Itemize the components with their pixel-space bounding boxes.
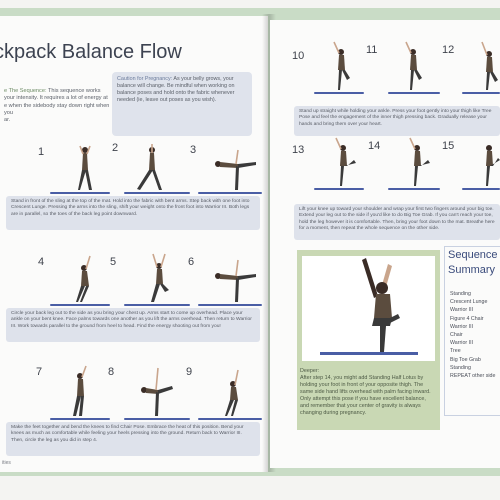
left-page: ckpack Balance Flow e The Sequence: This… (0, 16, 268, 472)
yoga-mat (388, 92, 440, 94)
caution-text: As your belly grows, your balance will c… (117, 76, 235, 103)
list-item: Warrior III (450, 323, 474, 330)
page-footer: ities (2, 460, 11, 466)
intro-line-4: ar. (4, 117, 11, 124)
summary-frame (444, 246, 500, 416)
pose-figure (476, 41, 500, 92)
list-item: Crescent Lunge (450, 299, 488, 306)
step-caption: Stand up straight while holding your ank… (294, 106, 500, 136)
pose-figure (66, 365, 96, 418)
yoga-mat (198, 192, 262, 194)
step-caption: Stand in front of the sling at the top o… (6, 196, 260, 230)
page-title: ckpack Balance Flow (0, 41, 182, 63)
yoga-mat (50, 304, 110, 306)
summary-list: Standing Crescent Lunge Warrior III Figu… (450, 290, 495, 380)
pose-figure (145, 253, 175, 304)
yoga-mat (462, 188, 500, 190)
pose-figure (220, 368, 250, 418)
summary-title: Sequence Summary (448, 248, 498, 278)
yoga-mat (388, 188, 440, 190)
pose-figure (208, 149, 258, 192)
caution-note: Caution for Pregnancy: As your belly gro… (112, 72, 252, 136)
summary-title-line-1: Sequence (448, 249, 498, 261)
step-number: 15 (442, 140, 455, 152)
yoga-mat (124, 192, 190, 194)
list-item: Tree (450, 348, 461, 355)
intro-line-2: your intensity. It requires a lot of ene… (4, 95, 108, 102)
pose-figure (328, 41, 354, 92)
pose-figure (70, 254, 100, 304)
pose-figure (330, 137, 360, 188)
summary-title-line-2: Summary (448, 264, 496, 276)
step-number: 11 (366, 44, 378, 56)
step-number: 12 (442, 44, 455, 56)
intro-line-1: This sequence works (47, 88, 101, 94)
pose-figure (208, 259, 258, 304)
step-caption: Circle your back leg out to the side as … (6, 308, 260, 342)
yoga-mat (124, 418, 190, 420)
step-number: 13 (292, 144, 305, 156)
list-item: Figure 4 Chair (450, 315, 484, 322)
step-caption: Make the feet together and bend the knee… (6, 422, 260, 456)
intro-text: e The Sequence: This sequence works your… (4, 88, 114, 124)
step-number: 7 (36, 366, 43, 378)
intro-lead: e The Sequence: (4, 88, 47, 94)
yoga-mat (50, 418, 110, 420)
pose-figure (126, 367, 176, 418)
deeper-text: After step 14, you might add Standing Ha… (300, 375, 431, 416)
pose-figure (400, 41, 426, 92)
yoga-mat (50, 192, 110, 194)
caution-label: Caution for Pregnancy: (117, 76, 173, 82)
list-item: Warrior III (450, 340, 474, 347)
list-item: Chair (450, 332, 463, 339)
yoga-mat (314, 92, 364, 94)
yoga-mat (198, 418, 262, 420)
step-number: 10 (292, 50, 305, 62)
yoga-mat (314, 188, 364, 190)
step-number: 1 (38, 146, 45, 158)
step-number: 9 (186, 366, 193, 378)
step-number: 2 (112, 142, 119, 154)
list-item: Standing (450, 291, 471, 297)
yoga-mat (462, 92, 500, 94)
deeper-note: Deeper: After step 14, you might add Sta… (300, 368, 436, 417)
step-caption: Lift your knee up toward your shoulder a… (294, 204, 500, 240)
step-number: 5 (110, 256, 117, 268)
list-item: REPEAT other side (450, 373, 496, 380)
step-number: 4 (38, 256, 45, 268)
step-number: 14 (368, 140, 381, 152)
step-number: 8 (108, 366, 115, 378)
deeper-photo-box (297, 250, 440, 430)
pose-figure (130, 144, 170, 192)
step-number: 3 (190, 144, 197, 156)
pose-figure (478, 138, 500, 188)
pose-photo (302, 256, 435, 361)
list-item: Standing (450, 364, 471, 371)
yoga-mat (198, 304, 262, 306)
list-item: Warrior III (450, 307, 474, 314)
intro-line-3: e when the sidebody stay down right when… (4, 102, 110, 116)
step-number: 6 (188, 256, 195, 268)
pose-figure (404, 137, 434, 188)
list-item: Big Toe Grab (450, 356, 481, 363)
half-lotus-figure (320, 258, 418, 355)
deeper-label: Deeper: (300, 368, 320, 374)
sequence-summary: Sequence Summary Standing Crescent Lunge… (444, 246, 500, 416)
yoga-mat (124, 304, 190, 306)
pose-figure (70, 144, 100, 192)
